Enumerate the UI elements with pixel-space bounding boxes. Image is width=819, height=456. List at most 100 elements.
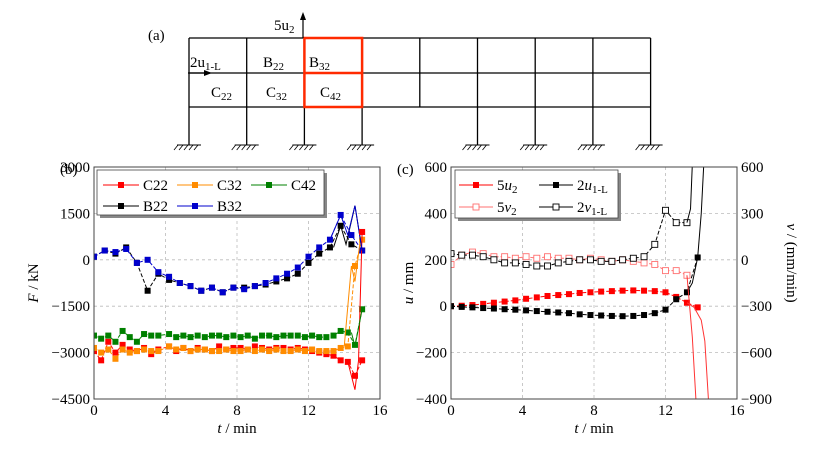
data-point-c32 xyxy=(126,349,133,356)
data-point-2v1l xyxy=(586,256,594,264)
legend-label-c42: C42 xyxy=(291,178,316,194)
data-point-b32 xyxy=(112,249,119,256)
data-point-2u1l xyxy=(451,303,454,310)
y-tick-label: −400 xyxy=(416,392,447,408)
data-point-c32 xyxy=(119,346,126,353)
data-point-c42 xyxy=(316,334,323,341)
y2-tick-label: 300 xyxy=(741,206,764,222)
data-point-2v1l xyxy=(490,256,498,264)
legend-label-c22: C22 xyxy=(143,178,168,194)
data-point-5u2 xyxy=(641,287,648,294)
data-point-2u1l xyxy=(490,305,497,312)
data-point-2v1l xyxy=(479,253,487,261)
x-tick-label: 12 xyxy=(658,403,673,419)
y-tick-label: −200 xyxy=(416,346,447,362)
data-point-b32 xyxy=(273,275,280,282)
data-point-c22 xyxy=(148,351,155,358)
data-point-b32 xyxy=(187,283,194,290)
y-tick-label: 1500 xyxy=(60,206,90,222)
data-point-5u2 xyxy=(523,295,530,302)
series-group xyxy=(94,205,366,390)
data-point-c32 xyxy=(251,348,258,355)
data-point-5u2 xyxy=(501,298,508,305)
data-point-c42 xyxy=(309,332,316,339)
data-point-5v2 xyxy=(451,260,455,268)
support-hatch xyxy=(183,144,189,151)
data-point-5v2 xyxy=(501,253,509,261)
x-tick-label: 8 xyxy=(590,403,598,419)
data-point-b32 xyxy=(241,286,248,293)
support-hatch xyxy=(173,144,179,151)
data-point-5u2 xyxy=(512,297,519,304)
legend-marker-b22 xyxy=(118,203,124,209)
y2-tick-label: −300 xyxy=(741,299,772,315)
data-point-c32 xyxy=(230,348,237,355)
y2-axis-unit: / (mm/min) xyxy=(783,230,799,303)
data-point-5u2 xyxy=(576,289,583,296)
legend-label-5v2: 5v2 xyxy=(497,200,517,218)
data-point-b32 xyxy=(348,232,355,239)
support-hatch xyxy=(582,144,588,151)
chart-displacement: (c) 0 4 8 12 16 −400 −200 0 200 400 600 −900 −600 −30… xyxy=(397,160,799,437)
data-point-c32 xyxy=(133,348,140,355)
support-hatch xyxy=(361,144,367,151)
y-tick-label: 200 xyxy=(425,253,448,269)
data-point-2v1l xyxy=(511,259,519,267)
data-point-c22 xyxy=(330,352,337,359)
support-hatch xyxy=(251,144,257,151)
data-point-b22 xyxy=(305,259,312,266)
legend-label-sub: 1-L xyxy=(591,206,607,218)
data-point-2v1l xyxy=(469,251,476,259)
series-tail-line xyxy=(350,309,363,347)
legend-marker-2u1l xyxy=(553,182,559,188)
x-tick-label: 0 xyxy=(90,403,98,419)
x-tick-label: 4 xyxy=(519,403,527,419)
data-point-c32 xyxy=(166,343,173,350)
data-point-b22 xyxy=(273,278,280,285)
support-hatch xyxy=(577,144,583,151)
data-point-2u1l xyxy=(458,303,465,310)
data-point-2v1l xyxy=(629,254,637,262)
support-hatch xyxy=(236,144,242,151)
data-point-5u2 xyxy=(555,292,562,299)
data-point-2v1l xyxy=(565,257,573,265)
support-hatch xyxy=(472,144,477,151)
data-point-5v2 xyxy=(533,254,541,262)
data-point-c42 xyxy=(280,332,287,339)
support-hatch xyxy=(655,144,660,151)
support-hatch xyxy=(346,144,352,151)
data-point-c42 xyxy=(155,332,162,339)
data-point-c42 xyxy=(194,332,201,339)
data-point-b22 xyxy=(166,276,173,283)
data-point-b32 xyxy=(133,259,140,266)
data-point-2u1l xyxy=(544,308,551,315)
data-point-2u1l xyxy=(501,306,508,313)
data-point-c42 xyxy=(141,331,148,338)
y2-tick-label: −600 xyxy=(741,346,772,362)
data-point-5u2 xyxy=(651,288,658,295)
data-point-c42 xyxy=(344,329,351,336)
data-point-2u1l xyxy=(565,310,572,317)
legend-label-sub: 1-L xyxy=(592,184,608,196)
data-point-b32 xyxy=(101,247,108,254)
support-hatch xyxy=(519,144,525,151)
legend-marker-5v2 xyxy=(472,203,480,211)
support-hatch xyxy=(529,144,535,151)
label-C32: C32 xyxy=(266,85,287,103)
support-hatch xyxy=(645,144,650,151)
data-point-b32 xyxy=(94,253,97,260)
data-point-b22 xyxy=(316,250,323,257)
frame-diagram: (a) 5u2 2u1-L B22 B32 C22 C32 C42 xyxy=(148,12,663,151)
data-point-c32 xyxy=(105,346,112,353)
u2-arrow-head-icon xyxy=(300,12,306,20)
series-tail-2u1l xyxy=(686,167,705,293)
support-hatch xyxy=(592,144,598,151)
data-point-2v1l xyxy=(522,260,530,268)
data-point-c42 xyxy=(119,327,126,334)
data-point-c32 xyxy=(280,348,287,355)
data-point-2u1l xyxy=(523,307,530,314)
x-tick-label: 8 xyxy=(233,403,241,419)
data-point-c42 xyxy=(173,334,180,341)
fixed-supports xyxy=(173,144,663,151)
